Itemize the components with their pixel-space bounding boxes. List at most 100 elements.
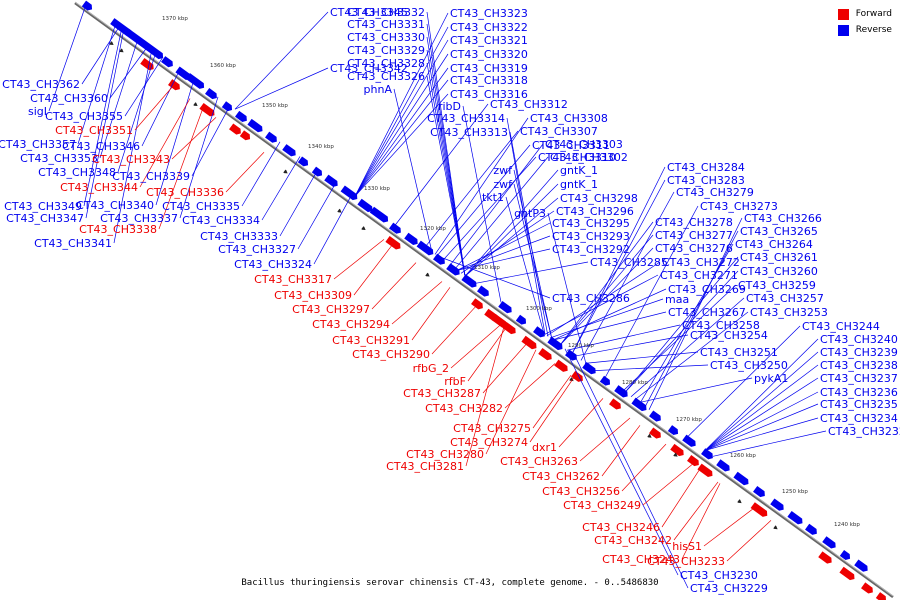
forward-gene-arrow xyxy=(538,347,552,361)
forward-gene-label: CT43_CH3297 xyxy=(292,303,370,316)
forward-leader-line xyxy=(139,98,191,188)
reverse-gene-arrow xyxy=(565,349,577,361)
forward-gene-label: CT43_CH3336 xyxy=(146,186,224,199)
forward-leader-line xyxy=(353,244,393,296)
forward-leader-line xyxy=(485,349,537,455)
reverse-leader-line xyxy=(313,193,353,265)
reverse-gene-arrow xyxy=(369,206,389,223)
forward-gene-arrow xyxy=(839,566,855,581)
reverse-gene-arrow xyxy=(477,285,489,297)
reverse-gene-arrow xyxy=(81,0,93,11)
kbp-tick-label: 1250 kbp xyxy=(782,489,808,495)
reverse-gene-label: CT43_CH3347 xyxy=(6,212,84,225)
reverse-leader-line xyxy=(552,311,667,341)
reverse-gene-label: CT43_CH3236 xyxy=(820,386,898,399)
reverse-gene-label: CT43_CH3250 xyxy=(710,359,788,372)
forward-gene-label: CT43_CH3290 xyxy=(352,348,430,361)
reverse-gene-label: CT43_CH3264 xyxy=(735,238,813,251)
reverse-leader-line xyxy=(354,39,449,197)
kbp-tick-label: 1280 kbp xyxy=(622,380,648,386)
reverse-gene-label: CT43_CH3348 xyxy=(38,166,116,179)
reverse-gene-label: CT43_CH3267 xyxy=(668,306,746,319)
reverse-leader-line xyxy=(622,284,737,392)
reverse-gene-label: CT43_CH3312 xyxy=(490,98,568,111)
forward-gene-arrow xyxy=(647,433,652,438)
reverse-gene-arrow xyxy=(416,240,434,256)
forward-gene-label: CT43_CH3249 xyxy=(563,499,641,512)
kbp-tick-label: 1340 kbp xyxy=(308,144,334,150)
reverse-gene-label: CT43_CH3314 xyxy=(427,112,505,125)
reverse-leader-line xyxy=(354,93,449,197)
reverse-gene-label: pykA1 xyxy=(754,372,788,385)
reverse-leader-line xyxy=(354,12,449,197)
forward-leader-line xyxy=(411,287,451,341)
reverse-gene-label: CT43_CH3237 xyxy=(820,372,898,385)
reverse-leader-line xyxy=(704,351,819,451)
genome-backbone xyxy=(74,1,894,599)
legend-label-forward: Forward xyxy=(855,9,892,19)
kbp-tick-label: 1350 kbp xyxy=(262,103,288,109)
reverse-gene-arrow xyxy=(649,410,661,422)
reverse-gene-arrow xyxy=(282,144,296,157)
reverse-leader-line xyxy=(648,217,743,410)
reverse-leader-line xyxy=(639,243,734,404)
reverse-leader-line xyxy=(624,256,739,393)
reverse-leader-line xyxy=(456,235,551,271)
reverse-leader-line xyxy=(436,255,551,299)
forward-gene-label: CT43_CH3338 xyxy=(79,223,157,236)
reverse-gene-arrow xyxy=(161,56,173,68)
reverse-gene-label: CT43_CH3276 xyxy=(655,242,733,255)
reverse-leader-line xyxy=(594,364,709,371)
reverse-gene-arrow xyxy=(498,300,512,314)
reverse-leader-line xyxy=(574,355,689,589)
reverse-gene-label: CT43_CH3295 xyxy=(552,217,630,230)
reverse-gene-label: CT43_CH3260 xyxy=(740,265,818,278)
forward-gene-label: CT43_CH3242 xyxy=(594,534,672,547)
reverse-gene-arrow xyxy=(631,397,647,412)
reverse-gene-label: CT43_CH3346 xyxy=(62,140,140,153)
reverse-leader-line xyxy=(464,183,559,277)
reverse-gene-arrow xyxy=(733,471,749,486)
reverse-leader-line xyxy=(456,222,551,271)
forward-gene-arrow xyxy=(283,169,288,174)
forward-gene-arrow xyxy=(521,335,537,350)
reverse-gene-label: CT43_CH3327 xyxy=(218,243,296,256)
reverse-gene-label: CT43_CH3310 xyxy=(538,151,616,164)
reverse-gene-label: phnA xyxy=(364,83,393,96)
forward-leader-line xyxy=(703,507,755,547)
reverse-gene-arrow xyxy=(404,232,418,245)
forward-gene-arrow xyxy=(471,298,483,310)
reverse-leader-line xyxy=(704,391,819,451)
forward-gene-label: CT43_CH3309 xyxy=(274,289,352,302)
reverse-gene-label: CT43_CH3329 xyxy=(347,44,425,57)
reverse-gene-label: CT43_CH3330 xyxy=(347,31,425,44)
reverse-leader-line xyxy=(83,27,123,207)
reverse-gene-arrow xyxy=(324,174,338,187)
reverse-leader-line xyxy=(48,1,88,112)
reverse-leader-line xyxy=(77,22,117,145)
forward-leader-line xyxy=(673,481,719,541)
reverse-gene-label: CT43_CH3342 xyxy=(330,62,408,75)
reverse-leader-line xyxy=(564,348,679,576)
reverse-gene-label: CT43_CH3232 xyxy=(828,425,900,438)
reverse-gene-label: CT43_CH3278 xyxy=(655,216,733,229)
reverse-gene-arrow xyxy=(716,459,730,472)
reverse-gene-label: CT43_CH3251 xyxy=(700,346,778,359)
forward-gene-label: CT43_CH3343 xyxy=(92,153,170,166)
reverse-leader-line xyxy=(179,96,219,219)
reverse-gene-label: CT43_CH3258 xyxy=(682,319,760,332)
kbp-tick-label: 1320 kbp xyxy=(420,226,446,232)
forward-leader-line xyxy=(450,324,502,369)
reverse-gene-label: CT43_CH3332 xyxy=(347,6,425,19)
reverse-gene-label: CT43_CH3277 xyxy=(655,229,733,242)
reverse-leader-line xyxy=(704,377,819,451)
reverse-leader-line xyxy=(85,28,125,219)
forward-gene-label: CT43_CH3262 xyxy=(522,470,600,483)
reverse-leader-line xyxy=(574,334,689,357)
forward-gene-label: CT43_CH3243 xyxy=(602,553,680,566)
reverse-gene-arrow xyxy=(235,110,247,122)
reverse-gene-label: CT43_CH3293 xyxy=(552,230,630,243)
reverse-leader-line xyxy=(261,156,301,221)
reverse-leader-line xyxy=(704,403,819,451)
reverse-leader-line xyxy=(442,156,537,261)
